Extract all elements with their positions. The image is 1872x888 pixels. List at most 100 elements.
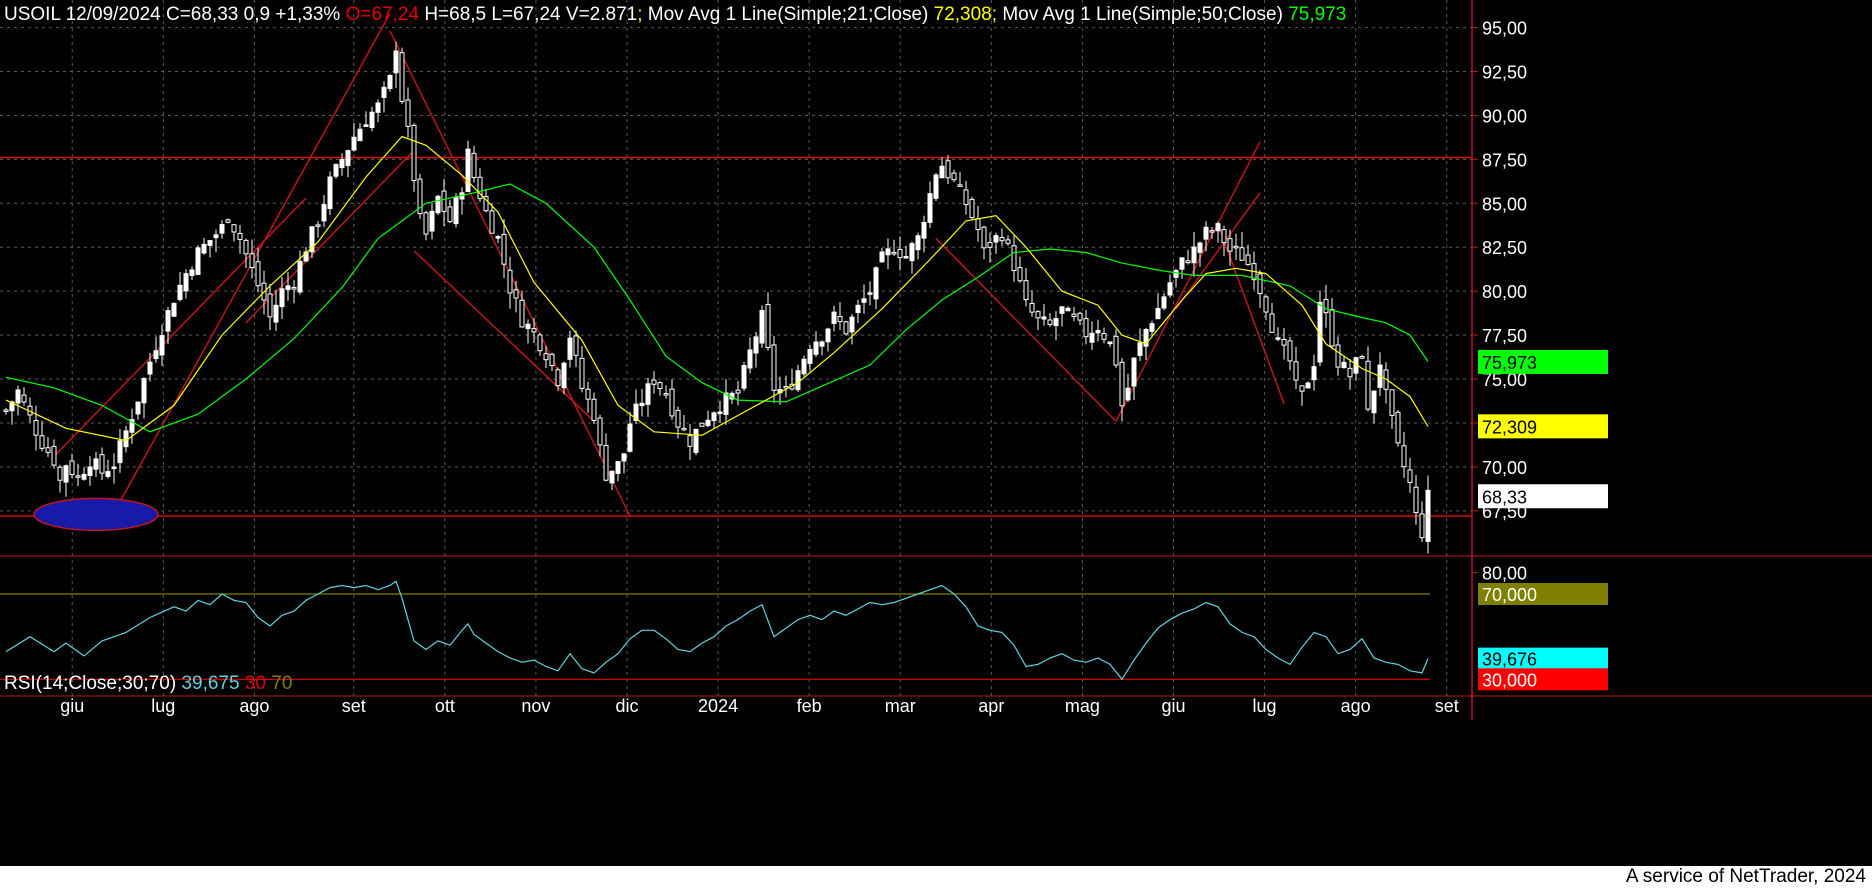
- candle-up: [321, 204, 327, 222]
- candle-up: [147, 361, 153, 375]
- candle-up: [819, 341, 825, 347]
- candle-down: [681, 427, 687, 431]
- candle-up: [1371, 390, 1377, 414]
- candle-down: [891, 251, 897, 255]
- candle-up: [141, 378, 147, 404]
- rsi-30-tag-text: 30,000: [1482, 670, 1537, 690]
- candle-up: [1131, 357, 1137, 387]
- time-tick-label: lug: [151, 696, 175, 716]
- rsi-value-tag-box: [1478, 647, 1608, 670]
- candle-down: [399, 52, 405, 102]
- candle-down: [1071, 313, 1077, 317]
- candle-down: [771, 344, 777, 391]
- trend-down-spring: [935, 237, 1117, 422]
- candle-up: [375, 102, 381, 113]
- date: 12/09/2024: [65, 4, 161, 25]
- candle-up: [753, 336, 759, 354]
- candle-up: [933, 174, 939, 199]
- open-value: O=67,24: [345, 4, 420, 25]
- candle-up: [177, 284, 183, 300]
- candle-down: [405, 99, 411, 127]
- candle-down: [447, 206, 453, 223]
- candle-up: [873, 267, 879, 300]
- rsi-70-tag-box: [1478, 583, 1608, 605]
- candle-down: [1221, 229, 1227, 244]
- candle-up: [1149, 323, 1155, 332]
- candle-up: [123, 430, 129, 448]
- price-tick-label: 87,50: [1482, 150, 1527, 170]
- candle-up: [129, 419, 135, 433]
- candle-down: [1185, 260, 1191, 264]
- ma21-label: Mov Avg 1 Line(Simple;21;Close): [647, 4, 929, 25]
- candle-up: [1155, 308, 1161, 320]
- candle-down: [963, 189, 969, 206]
- candle-up: [711, 412, 717, 422]
- candle-up: [189, 269, 195, 276]
- candle-up: [279, 288, 285, 308]
- candle-up: [1425, 489, 1431, 542]
- candle-up: [81, 473, 87, 480]
- candle-down: [1329, 309, 1335, 347]
- candle-down: [1347, 367, 1353, 378]
- candle-up: [1041, 316, 1047, 320]
- candle-up: [639, 402, 645, 407]
- candle-down: [51, 445, 57, 466]
- candle-down: [735, 389, 741, 394]
- candle-up: [381, 86, 387, 98]
- candle-down: [489, 210, 495, 234]
- candle-down: [225, 219, 231, 223]
- candle-up: [1179, 257, 1185, 270]
- candle-up: [351, 136, 357, 151]
- candle-up: [645, 383, 651, 405]
- volume-value: V=2.871: [565, 4, 638, 25]
- candle-down: [1227, 238, 1233, 252]
- time-tick-label: dic: [615, 696, 638, 716]
- candle-down: [519, 299, 525, 328]
- candle-up: [1125, 387, 1131, 401]
- candle-down: [999, 237, 1005, 242]
- high-value: H=68,5: [424, 4, 487, 25]
- price-tick-label: 95,00: [1482, 19, 1527, 39]
- candle-up: [609, 470, 615, 484]
- price-tick-label: 80,00: [1482, 282, 1527, 302]
- candle-down: [1419, 513, 1425, 539]
- candle-up: [135, 401, 141, 415]
- candle-up: [831, 311, 837, 324]
- candle-up: [1305, 382, 1311, 389]
- candle-down: [675, 409, 681, 428]
- candle-up: [927, 193, 933, 223]
- candle-down: [1023, 280, 1029, 301]
- candle-down: [591, 398, 597, 421]
- trend-down-summer: [1217, 224, 1285, 404]
- price-tick-label: 85,00: [1482, 194, 1527, 214]
- candle-down: [981, 226, 987, 249]
- candle-down: [69, 460, 75, 476]
- candle-up: [207, 240, 213, 246]
- trend-up-summer-low: [1115, 141, 1261, 422]
- candle-up: [63, 465, 69, 483]
- candle-down: [585, 388, 591, 400]
- candle-up: [1065, 307, 1071, 312]
- time-tick-label: giu: [60, 696, 84, 716]
- candle-down: [1245, 254, 1251, 266]
- candle-down: [57, 466, 63, 481]
- candle-up: [183, 273, 189, 292]
- chart-area: 95,00 92,50 90,00 87,50 85,00 82,50 80,00 77,50…: [0, 0, 1872, 866]
- candle-up: [363, 124, 369, 127]
- candle-down: [1389, 389, 1395, 416]
- rsi-tick-label: 80,00: [1482, 564, 1527, 584]
- footer-credit: A service of NetTrader, 2024: [1625, 866, 1866, 887]
- candle-up: [795, 370, 801, 391]
- candle-down: [267, 293, 273, 318]
- candle-down: [549, 353, 555, 366]
- candle-up: [885, 248, 891, 256]
- candle-down: [243, 239, 249, 255]
- candle-down: [1365, 360, 1371, 410]
- candle-up: [1191, 246, 1197, 264]
- candle-up: [327, 176, 333, 210]
- time-tick-label: 2024: [698, 696, 738, 716]
- candle-down: [987, 242, 993, 248]
- candle-down: [513, 289, 519, 299]
- candle-up: [345, 150, 351, 166]
- candle-up: [813, 341, 819, 355]
